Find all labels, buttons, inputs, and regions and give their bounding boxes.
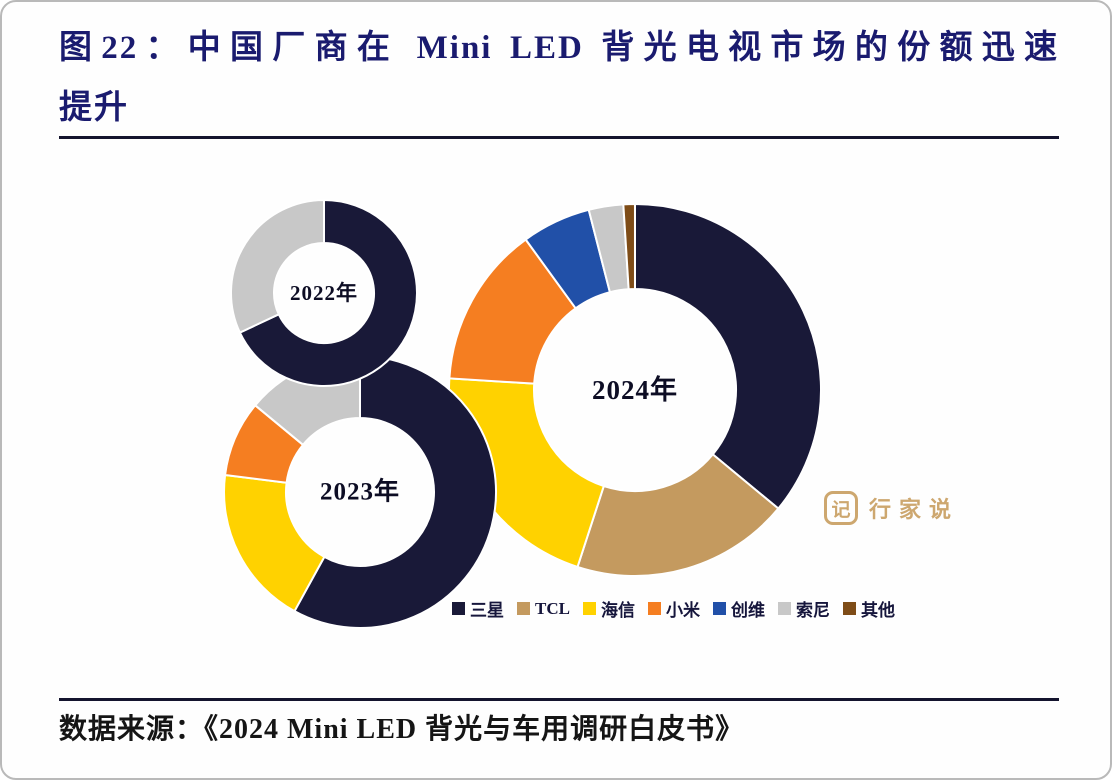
figure-title-line1: 图22：中国厂商在 Mini LED 背光电视市场的份额迅速: [59, 30, 1059, 66]
legend-swatch: [452, 602, 465, 615]
donut-segment-2023年-三星: [293, 355, 497, 629]
donut-2024年: 2024年: [448, 203, 822, 577]
legend-label: 三星: [470, 601, 504, 620]
donut-segment-2024年-TCL: [576, 453, 780, 577]
legend-item: 三星: [452, 596, 504, 621]
legend-label: 创维: [730, 601, 765, 620]
legend-item: TCL: [517, 599, 570, 619]
donut-segment-2022年-三星: [238, 199, 418, 387]
donut-segment-2024年-其他: [622, 203, 636, 291]
figure-title: 图22：中国厂商在 Mini LED 背光电视市场的份额迅速 提升: [59, 18, 1059, 138]
legend-item: 索尼: [777, 596, 830, 621]
source-divider: [59, 698, 1059, 701]
title-divider: [59, 136, 1059, 139]
donut-chart-svg: 2024年 2023年 2022年: [223, 199, 822, 629]
legend-item: 其他: [842, 596, 895, 621]
donut-center-label: 2024年: [592, 374, 678, 405]
donut-2022年: 2022年: [230, 199, 418, 387]
watermark: 记 行家说: [824, 491, 959, 525]
legend-label: 索尼: [795, 601, 830, 620]
figure-title-line2: 提升: [59, 90, 129, 126]
legend-label: 海信: [600, 601, 635, 620]
legend-label: 其他: [860, 601, 895, 620]
donut-segment-2022年-索尼: [230, 199, 325, 334]
legend-swatch: [842, 602, 856, 615]
chart-legend: 三星 TCL 海信 小米 创维 索尼 其他: [452, 596, 895, 621]
legend-swatch: [712, 602, 726, 615]
watermark-logo-icon: 记: [824, 491, 858, 525]
chart-area: 2024年 2023年 2022年: [57, 152, 1059, 632]
donut-segment-2024年-三星: [634, 203, 822, 510]
donut-center-label: 2023年: [320, 477, 400, 506]
source-text: 数据来源：《2024 Mini LED 背光与车用调研白皮书》: [59, 714, 745, 745]
legend-swatch: [777, 602, 791, 615]
donut-2023年: 2023年: [223, 355, 497, 629]
legend-swatch: [517, 602, 530, 615]
legend-item: 小米: [647, 596, 700, 621]
legend-item: 海信: [582, 596, 635, 621]
legend-item: 创维: [712, 596, 765, 621]
legend-swatch: [582, 602, 596, 615]
watermark-text: 行家说: [869, 497, 960, 522]
legend-label: 小米: [665, 601, 700, 620]
donut-center-label: 2022年: [290, 281, 358, 305]
watermark-logo-glyph: 记: [831, 499, 851, 521]
legend-swatch: [647, 602, 661, 615]
legend-label: TCL: [535, 598, 570, 618]
